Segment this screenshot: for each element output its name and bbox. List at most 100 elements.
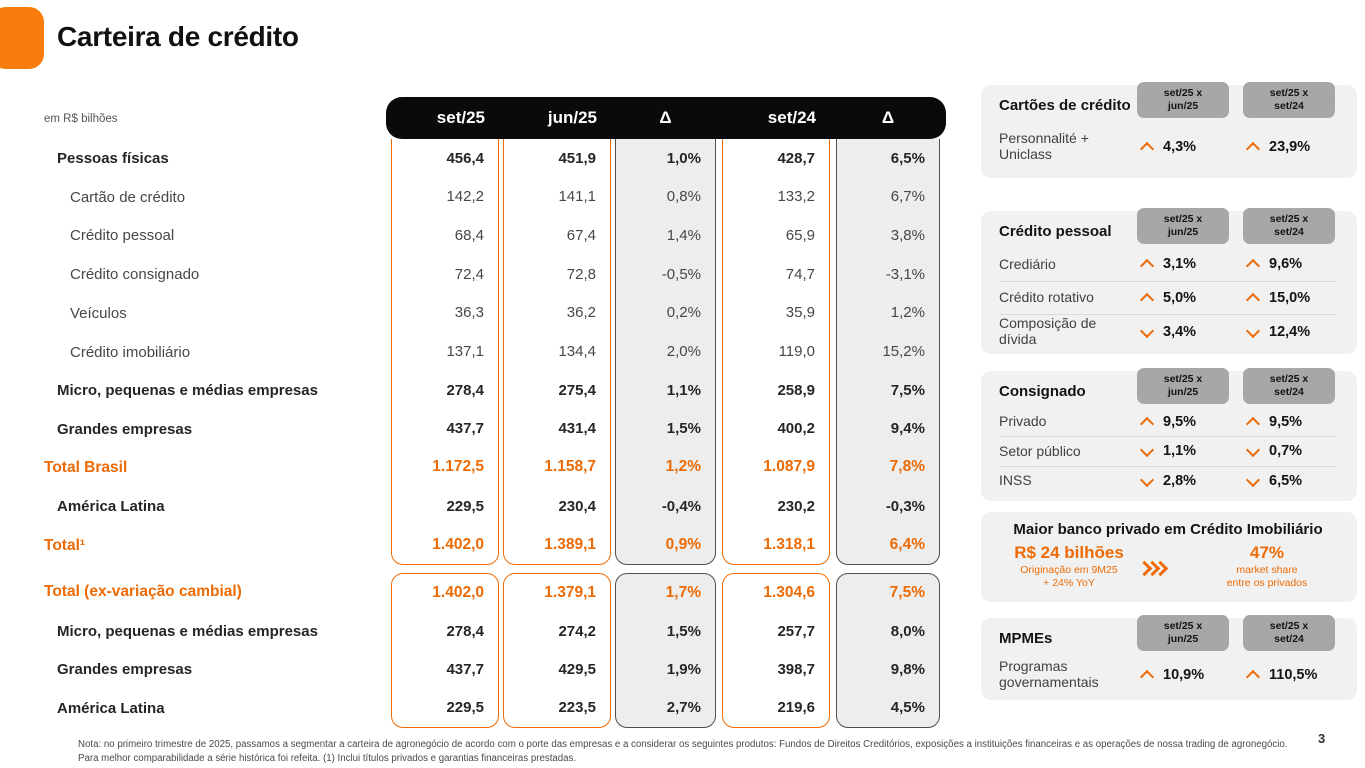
table-cell: 456,4 xyxy=(446,149,484,167)
panel-consignado: Consignado set/25 x jun/25 set/25 x set/24 Pr… xyxy=(981,368,1357,501)
chevron-up-icon xyxy=(1246,669,1261,681)
chevron-up-icon xyxy=(1140,141,1155,153)
table-cell: 1.172,5 xyxy=(432,458,484,476)
table-cell: 7,5% xyxy=(890,381,925,399)
table-cell: 1.389,1 xyxy=(544,535,596,553)
table-cell: 398,7 xyxy=(777,661,815,679)
row-label: Total¹ xyxy=(44,536,86,554)
row-label: Crédito pessoal xyxy=(70,227,175,245)
comparison-badge: set/25 x jun/25 xyxy=(1137,82,1229,118)
table-cell: 437,7 xyxy=(446,661,484,679)
table-cell: 1,9% xyxy=(666,661,701,679)
row-label: Cartão de crédito xyxy=(70,188,186,206)
panel-value-text: 110,5% xyxy=(1269,666,1318,683)
chevron-down-icon xyxy=(1246,445,1261,457)
panel-row-label: Crédito rotativo xyxy=(999,289,1094,306)
panel-value: 12,4% xyxy=(1241,324,1337,340)
table-cell: 0,2% xyxy=(666,304,701,322)
table-cell: -0,3% xyxy=(885,497,925,515)
panel-value-text: 9,6% xyxy=(1269,256,1303,273)
row-label: Crédito consignado xyxy=(70,266,200,284)
table-cell: -0,4% xyxy=(661,497,701,515)
table-cell: 1,2% xyxy=(890,304,925,322)
table-cell: 274,2 xyxy=(558,622,596,640)
table-cell: 219,6 xyxy=(777,699,815,717)
panel-value-text: 2,8% xyxy=(1163,472,1197,489)
table-cell: 257,7 xyxy=(777,622,815,640)
badge-line: set/24 xyxy=(1274,226,1304,238)
column-header-delta-qoq: Δ xyxy=(659,108,672,127)
panel-row: INSS 2,8% 6,5% xyxy=(999,465,1337,495)
panel-value: 9,6% xyxy=(1241,256,1337,272)
table-cell: 7,8% xyxy=(889,458,925,476)
panel-value-text: 15,0% xyxy=(1269,290,1311,306)
chevron-right-icon xyxy=(1155,560,1165,574)
chevron-up-icon xyxy=(1140,416,1155,428)
table-cell: 428,7 xyxy=(777,149,815,167)
comparison-badge: set/25 x set/24 xyxy=(1243,208,1335,244)
panel-value-text: 3,4% xyxy=(1163,323,1197,340)
table-cell: 0,8% xyxy=(666,188,701,206)
table-cell: 1.087,9 xyxy=(763,458,815,476)
bank-logo xyxy=(0,7,44,69)
row-label: América Latina xyxy=(57,498,165,516)
panel-value: 3,1% xyxy=(1135,256,1231,272)
comparison-badge: set/25 x set/24 xyxy=(1243,82,1335,118)
panel-row-label: Programas governamentais xyxy=(999,657,1099,690)
panel-value: 10,9% xyxy=(1135,667,1231,683)
badge-line: set/24 xyxy=(1274,100,1304,112)
panel-header: Crédito pessoal set/25 x jun/25 set/25 x set… xyxy=(999,208,1337,248)
table-cell: 230,4 xyxy=(558,497,596,515)
table-column: 6,5% 6,7% 3,8% -3,1% 1,2% 15,2% 7,5% 9,4% 7,8% -0… xyxy=(836,139,940,565)
table-header-bar: set/25 jun/25 Δ set/24 Δ xyxy=(386,97,946,139)
panel-credito-pessoal: Crédito pessoal set/25 x jun/25 set/25 x set… xyxy=(981,208,1357,354)
table-cell: 65,9 xyxy=(785,227,815,245)
table-cell: 223,5 xyxy=(558,699,596,717)
credit-table-ex-fx-block: Total (ex-variação cambial) Micro, pequen… xyxy=(0,573,960,728)
panel-title: MPMEs xyxy=(999,629,1053,647)
page-title: Carteira de crédito xyxy=(57,21,299,52)
credit-table-main-block: Pessoas físicas Cartão de crédito Crédito … xyxy=(0,139,960,565)
table-cell: 230,2 xyxy=(777,497,815,515)
right-panels-rail: Cartões de crédito set/25 x jun/25 set/25 x… xyxy=(981,82,1357,700)
panel-row-label: Privado xyxy=(999,413,1047,430)
panel-title: Cartões de crédito xyxy=(999,96,1131,114)
table-cell: 1.402,0 xyxy=(432,535,484,553)
table-cell: 400,2 xyxy=(777,420,815,438)
table-cell: 36,2 xyxy=(566,304,596,322)
table-cell: 72,4 xyxy=(454,265,484,283)
row-labels: Total (ex-variação cambial) Micro, pequen… xyxy=(0,573,388,728)
table-column: 1.379,1 274,2 429,5 223,5 xyxy=(503,573,611,728)
panel-value-text: 4,3% xyxy=(1163,139,1197,155)
table-cell: 142,2 xyxy=(446,188,484,206)
table-cell: 137,1 xyxy=(446,343,484,361)
table-cell: 6,7% xyxy=(890,188,925,206)
table-cell: 6,4% xyxy=(889,535,925,553)
highlight-title: Maior banco privado em Crédito Imobiliár… xyxy=(1013,521,1323,538)
panel-title: Consignado xyxy=(999,382,1086,400)
table-cell: 1,5% xyxy=(666,622,701,640)
panel-value-text: 23,9% xyxy=(1269,139,1311,155)
triple-chevron-right-icon xyxy=(1139,560,1197,574)
table-cell: 229,5 xyxy=(446,699,484,717)
row-label: Total (ex-variação cambial) xyxy=(44,583,242,601)
footnote: Nota: no primeiro trimestre de 2025, pas… xyxy=(78,739,1288,764)
comparison-badge: set/25 x jun/25 xyxy=(1137,615,1229,651)
row-label: Pessoas físicas xyxy=(57,149,169,167)
panel-row-label: Personnalité + Uniclass xyxy=(999,130,1089,162)
panel-row-label: Composição de dívida xyxy=(999,315,1097,347)
table-cell: 451,9 xyxy=(558,149,596,167)
table-cell: 278,4 xyxy=(446,622,484,640)
comparison-badge: set/25 x set/24 xyxy=(1243,615,1335,651)
table-column: 451,9 141,1 67,4 72,8 36,2 134,4 275,4 431,4 1.1… xyxy=(503,139,611,565)
table-cell: 67,4 xyxy=(566,227,596,245)
chevron-up-icon xyxy=(1246,141,1261,153)
table-cell: 134,4 xyxy=(558,343,596,361)
panel-value-text: 3,1% xyxy=(1163,256,1197,273)
row-labels: Pessoas físicas Cartão de crédito Crédito … xyxy=(0,139,388,565)
unit-label: em R$ bilhões xyxy=(44,113,118,125)
table-cell: 119,0 xyxy=(778,343,815,361)
table-cell: 7,5% xyxy=(889,584,925,602)
table-column: 7,5% 8,0% 9,8% 4,5% xyxy=(836,573,940,728)
table-cell: 229,5 xyxy=(446,497,484,515)
